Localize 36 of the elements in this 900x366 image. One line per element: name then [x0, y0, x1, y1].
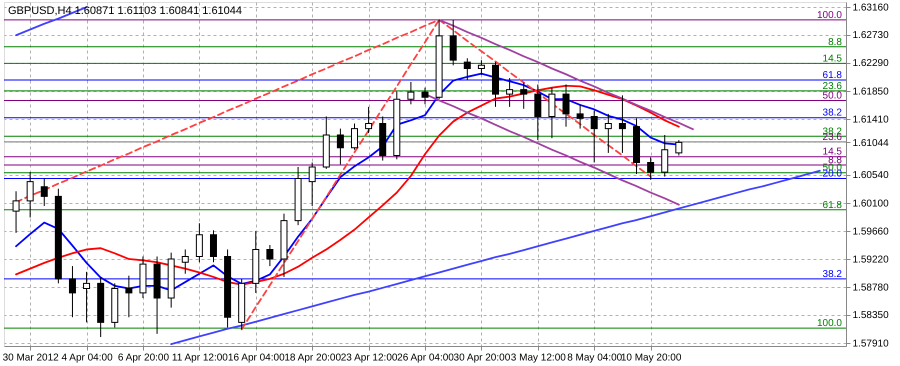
- y-tick-label: 1.63160: [852, 2, 890, 14]
- x-tick-label: 6 Apr 20:00: [118, 352, 170, 364]
- annotation: 50.0: [822, 90, 842, 102]
- x-tick-label: 30 Apr 20:00: [454, 352, 511, 364]
- annotation: 23.6: [822, 80, 842, 92]
- annotation: 61.8: [822, 70, 842, 82]
- annotation: 38.2: [822, 108, 842, 119]
- y-tick-label: 1.62730: [852, 30, 890, 42]
- x-tick-label: 30 Mar 2012: [2, 352, 60, 364]
- y-tick-label: 1.62290: [852, 58, 890, 70]
- annotation: 38.2: [822, 268, 842, 280]
- y-tick-label: 1.61410: [852, 114, 890, 126]
- annotation: 14.5: [822, 53, 842, 64]
- annotation: 100.0: [816, 318, 842, 330]
- x-tick-label: 8 May 04:00: [567, 352, 623, 364]
- x-tick-label: 26 Apr 04:00: [397, 352, 454, 364]
- annotation: 8.8: [828, 36, 842, 48]
- y-tick-label: 1.58780: [852, 282, 890, 294]
- y-tick-label: 1.61044: [852, 138, 890, 149]
- annotation: 61.8: [822, 200, 842, 211]
- x-tick-label: 10 May 20:00: [620, 352, 682, 364]
- y-tick-label: 1.60540: [852, 170, 890, 182]
- y-tick-label: 1.59660: [852, 226, 890, 238]
- x-tick-label: 16 Apr 04:00: [228, 352, 286, 364]
- y-tick-label: 1.60100: [852, 198, 890, 210]
- y-tick-label: 1.61850: [852, 86, 890, 98]
- y-tick-label: 1.58350: [852, 310, 890, 322]
- annotation: 100.0: [816, 10, 842, 21]
- x-tick-label: 4 Apr 04:00: [61, 352, 114, 364]
- x-tick-label: 23 Apr 12:00: [340, 352, 398, 364]
- x-tick-label: 11 Apr 12:00: [172, 352, 228, 364]
- y-tick-label: 1.59220: [852, 254, 890, 266]
- chart-title: GBPUSD,H4 1.60871 1.61103 1.60841 1.61044: [8, 5, 242, 17]
- y-tick-label: 1.57910: [852, 338, 890, 350]
- x-tick-label: 3 May 12:00: [510, 352, 566, 364]
- x-tick-label: 18 Apr 20:00: [284, 352, 342, 364]
